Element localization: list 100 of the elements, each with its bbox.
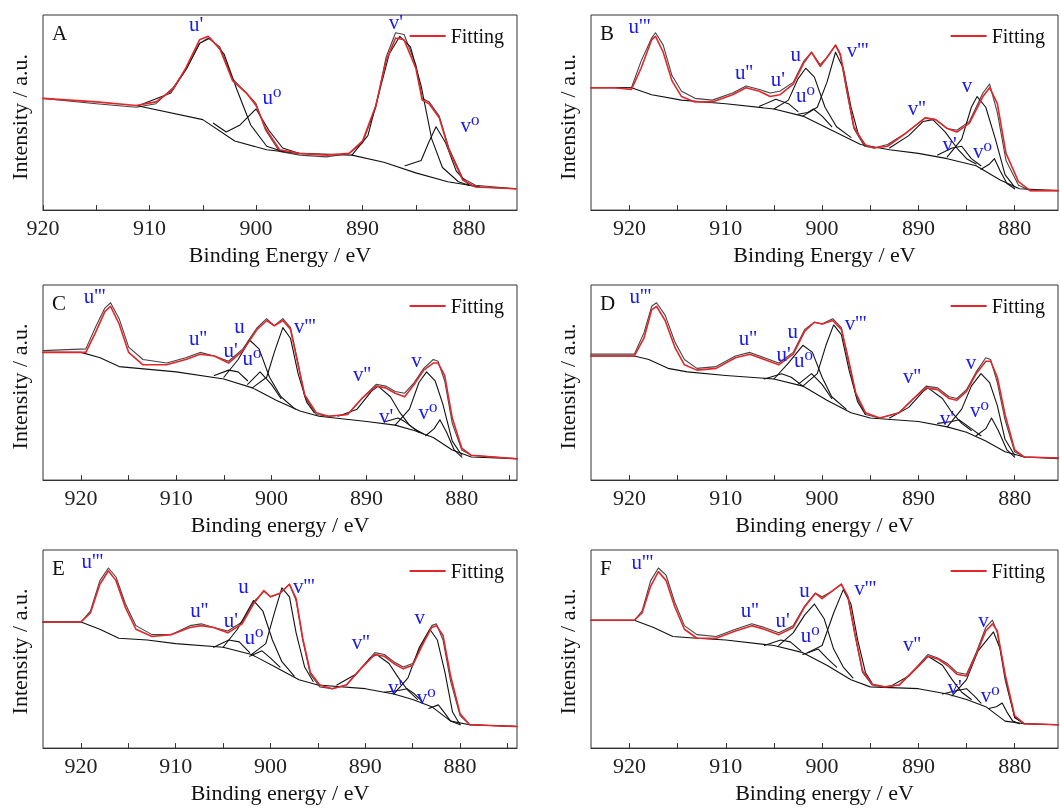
x-tick-label: 900 [805, 752, 839, 778]
y-axis-title: Intensity / a.u. [6, 588, 32, 715]
x-axis-title: Binding Energy / eV [188, 241, 372, 267]
x-axis-title: Binding energy / eV [190, 511, 370, 537]
annotation: v [978, 607, 990, 632]
annotation: v⁰ [972, 138, 992, 163]
chart-title: F [600, 555, 612, 580]
y-axis-title: Intensity / a.u. [6, 54, 32, 180]
x-axis-title: Binding energy / eV [735, 511, 914, 537]
annotation: v [411, 347, 423, 372]
x-tick-label: 880 [445, 484, 479, 510]
x-tick-label: 880 [998, 484, 1032, 510]
legend-label: Fitting [991, 25, 1046, 48]
annotation: u''' [83, 284, 106, 309]
annotation: u [799, 578, 811, 603]
y-axis-title: Intensity / a.u. [554, 588, 580, 715]
x-tick-label: 890 [901, 214, 935, 240]
y-axis-title: Intensity / a.u. [6, 323, 32, 450]
x-tick-label: 890 [901, 484, 935, 510]
annotation: u' [775, 608, 790, 633]
legend-label: Fitting [450, 560, 505, 583]
chart-title: B [600, 20, 615, 45]
x-axis-title: Binding energy / eV [190, 779, 370, 805]
annotation: v''' [846, 38, 869, 63]
x-tick-label: 880 [998, 214, 1032, 240]
x-tick-label: 900 [254, 484, 288, 510]
annotation: u'' [740, 597, 759, 622]
annotation: v⁰ [418, 399, 438, 424]
x-axis-title: Binding energy / eV [735, 779, 914, 805]
x-tick-label: 920 [64, 484, 98, 510]
x-tick-label: 910 [133, 214, 167, 240]
legend-label: Fitting [991, 295, 1046, 318]
x-tick-label: 890 [348, 752, 382, 778]
annotation: v'' [351, 630, 370, 655]
x-tick-label: 910 [709, 214, 743, 240]
x-tick-label: 910 [709, 484, 743, 510]
annotation: u''' [81, 548, 104, 573]
chart-title: D [600, 290, 616, 315]
annotation: u⁰ [242, 345, 262, 370]
x-tick-label: 920 [613, 484, 647, 510]
annotation: u⁰ [794, 347, 813, 372]
annotation: u⁰ [800, 623, 820, 648]
annotation: u'' [734, 59, 754, 84]
x-tick-label: 890 [350, 484, 384, 510]
annotation: v'' [902, 363, 922, 388]
x-tick-label: 890 [346, 214, 380, 240]
chart-title: E [52, 555, 65, 580]
annotation: v⁰ [980, 683, 1000, 708]
annotation: u⁰ [244, 624, 264, 649]
x-tick-label: 910 [159, 752, 193, 778]
annotation: u''' [628, 14, 651, 39]
x-tick-label: 910 [159, 484, 193, 510]
annotation: u''' [629, 284, 652, 309]
annotation: v [414, 605, 426, 630]
annotation: v⁰ [460, 112, 480, 137]
annotation: u [238, 574, 250, 599]
x-tick-label: 880 [998, 752, 1032, 778]
annotation: v' [378, 404, 394, 429]
legend-label: Fitting [450, 25, 505, 48]
x-tick-label: 880 [443, 752, 477, 778]
x-tick-label: 880 [452, 214, 486, 240]
annotation: v''' [293, 313, 316, 338]
x-tick-label: 900 [254, 752, 288, 778]
annotation: u [787, 319, 799, 344]
annotation: u' [776, 341, 791, 366]
annotation: v [961, 72, 973, 97]
chart-title: C [52, 290, 67, 315]
annotation: u'' [738, 326, 757, 351]
annotation: u [790, 42, 802, 67]
y-axis-title: Intensity / a.u. [554, 323, 580, 450]
annotation: v [965, 349, 977, 374]
annotation: u' [223, 608, 238, 633]
annotation: v''' [854, 575, 877, 600]
annotation: v'' [902, 632, 922, 657]
annotation: u' [223, 338, 238, 363]
x-tick-label: 920 [64, 752, 98, 778]
annotation: v''' [292, 573, 315, 598]
annotation: v'' [353, 362, 372, 387]
annotation: u⁰ [795, 83, 815, 107]
annotation: u' [189, 12, 204, 37]
x-tick-label: 920 [613, 214, 647, 240]
x-tick-label: 900 [805, 214, 839, 240]
legend-label: Fitting [991, 560, 1046, 583]
annotation: u [234, 313, 246, 338]
legend-label: Fitting [450, 295, 505, 318]
annotation: u'' [190, 597, 209, 622]
annotation: v⁰ [416, 684, 436, 709]
annotation: v'' [907, 95, 926, 120]
y-axis-title: Intensity / a.u. [554, 54, 580, 180]
x-axis-title: Binding Energy / eV [733, 241, 916, 267]
x-tick-label: 920 [26, 214, 60, 240]
annotation: u'' [189, 326, 208, 351]
x-tick-label: 910 [709, 752, 743, 778]
x-tick-label: 920 [613, 752, 647, 778]
x-tick-label: 900 [239, 214, 273, 240]
annotation: v⁰ [970, 398, 990, 423]
annotation: u' [770, 67, 786, 92]
x-tick-label: 890 [901, 752, 935, 778]
annotation: u⁰ [262, 85, 282, 109]
annotation: v''' [844, 310, 867, 335]
